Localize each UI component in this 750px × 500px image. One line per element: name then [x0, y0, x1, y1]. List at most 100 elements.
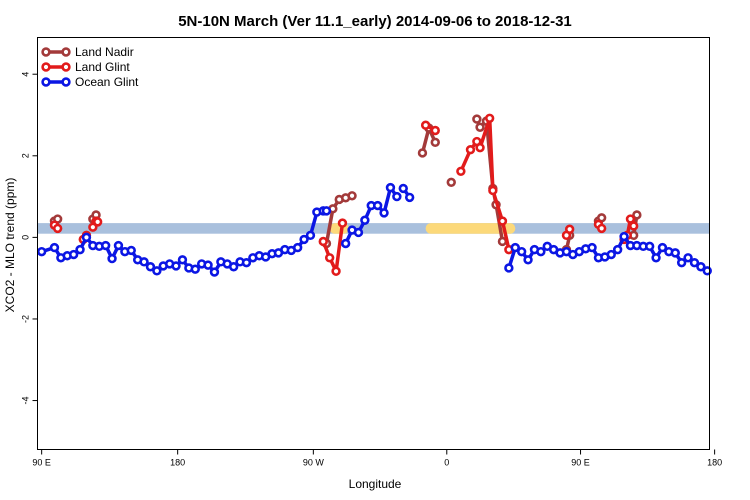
legend-label: Land Glint	[75, 60, 130, 74]
band-highlight-2	[425, 223, 516, 234]
ocean-glint-point	[404, 192, 415, 203]
land-glint-point	[484, 113, 495, 123]
ocean-glint-point	[657, 242, 668, 253]
legend-marker	[61, 77, 71, 87]
land-nadir-point	[475, 122, 485, 132]
x-tick-label: 180	[707, 458, 722, 468]
ocean-glint-point	[612, 244, 623, 255]
land-nadir-point	[472, 114, 482, 124]
ocean-glint-point	[587, 242, 597, 253]
series-land-glint	[49, 113, 639, 276]
y-tick-label: -2	[21, 315, 31, 323]
ocean-glint-point	[81, 232, 92, 243]
ocean-glint-point	[619, 231, 629, 242]
y-tick-label: 4	[21, 72, 31, 77]
ocean-glint-point	[651, 253, 661, 263]
reference-band	[37, 223, 710, 234]
legend-item-land-glint: Land Glint	[41, 60, 130, 74]
land-glint-point	[488, 185, 498, 196]
legend-item-ocean-glint: Ocean Glint	[41, 75, 139, 89]
ocean-glint-point	[321, 206, 332, 216]
land-glint-point	[318, 236, 328, 247]
land-nadir-point	[417, 148, 428, 158]
legend-item-land-nadir: Land Nadir	[41, 45, 134, 59]
land-nadir-point	[632, 210, 642, 220]
land-glint-point	[430, 125, 440, 136]
x-tick-label: 90 E	[571, 458, 590, 468]
legend-marker	[61, 47, 71, 57]
ocean-glint-point	[100, 240, 111, 251]
ocean-glint-point	[360, 215, 370, 225]
axes: 90 E 180 90 W 0 90 E 180 -4 -2 0 2 4	[21, 72, 723, 468]
ocean-glint-point	[372, 200, 383, 211]
land-glint-point	[497, 216, 508, 226]
y-tick-label: 0	[21, 235, 31, 240]
legend-marker	[61, 62, 71, 72]
ocean-glint-point	[379, 208, 389, 218]
x-axis-label: Longitude	[349, 477, 402, 491]
ocean-glint-point	[670, 248, 680, 258]
y-tick-label: -4	[21, 397, 31, 405]
land-glint-point	[475, 142, 485, 153]
land-glint-point	[52, 223, 63, 234]
ocean-glint-point	[523, 255, 533, 265]
ocean-glint-point	[177, 255, 188, 265]
reference-band-fill	[37, 223, 710, 234]
ocean-glint-point	[49, 242, 60, 253]
ocean-glint-point	[152, 266, 162, 276]
legend-marker	[41, 62, 51, 72]
y-axis-label: XCO2 - MLO trend (ppm)	[3, 178, 17, 313]
land-glint-point	[456, 166, 466, 176]
ocean-glint-point	[68, 249, 79, 260]
chart-title: 5N-10N March (Ver 11.1_early) 2014-09-06…	[178, 13, 572, 30]
ocean-glint-point	[241, 257, 252, 268]
y-tick-label: 2	[21, 153, 31, 158]
ocean-glint-point	[606, 249, 616, 260]
land-glint-point	[420, 120, 431, 130]
ocean-glint-point	[676, 257, 687, 268]
legend-marker	[41, 47, 51, 57]
land-nadir-point	[430, 137, 440, 148]
ocean-glint-point	[75, 244, 85, 255]
x-tick-label: 90 E	[32, 458, 51, 468]
ocean-glint-point	[392, 191, 402, 202]
x-tick-label: 90 W	[303, 458, 325, 468]
land-glint-point	[628, 221, 639, 231]
ocean-glint-point	[398, 183, 408, 194]
ocean-glint-point	[126, 245, 136, 256]
ocean-glint-point	[203, 260, 213, 270]
ocean-glint-point	[139, 257, 149, 267]
ocean-glint-point	[696, 262, 706, 272]
ocean-glint-point	[385, 182, 396, 193]
ocean-glint-point	[510, 242, 520, 253]
land-nadir-point	[446, 177, 456, 188]
ocean-glint-point	[689, 257, 700, 268]
land-glint-point	[596, 223, 607, 234]
ocean-glint-point	[292, 242, 303, 253]
legend-label: Ocean Glint	[75, 75, 139, 89]
ocean-glint-point	[702, 266, 712, 276]
x-tick-label: 180	[170, 458, 185, 468]
land-glint-point	[331, 266, 341, 276]
series-ocean-glint	[36, 182, 712, 277]
ocean-glint-point	[305, 230, 316, 241]
ocean-glint-point	[36, 246, 47, 257]
plot-frame	[37, 37, 710, 450]
ocean-glint-point	[171, 261, 181, 271]
ocean-glint-point	[113, 240, 124, 251]
x-tick-label: 0	[444, 458, 449, 468]
ocean-glint-point	[107, 253, 117, 264]
ocean-glint-point	[536, 246, 546, 257]
ocean-glint-point	[299, 234, 309, 245]
ocean-glint-point	[516, 246, 527, 257]
ocean-glint-point	[145, 262, 156, 272]
series-layer	[36, 113, 712, 277]
land-glint-point	[92, 217, 103, 227]
land-glint-point	[324, 253, 335, 263]
land-glint-point	[564, 224, 575, 234]
ocean-glint-point	[353, 227, 364, 238]
ocean-glint-point	[340, 238, 351, 249]
legend-marker	[41, 77, 51, 87]
land-glint-point	[337, 218, 348, 228]
